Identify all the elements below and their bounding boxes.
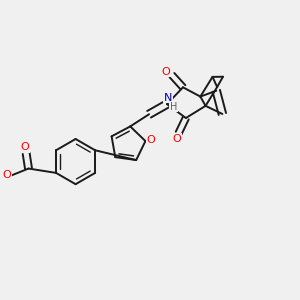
Text: O: O: [162, 67, 170, 77]
Text: O: O: [3, 170, 11, 180]
Text: N: N: [164, 93, 172, 103]
Text: O: O: [146, 135, 155, 145]
Text: O: O: [20, 142, 29, 152]
Text: O: O: [173, 134, 182, 144]
Text: H: H: [170, 102, 177, 112]
